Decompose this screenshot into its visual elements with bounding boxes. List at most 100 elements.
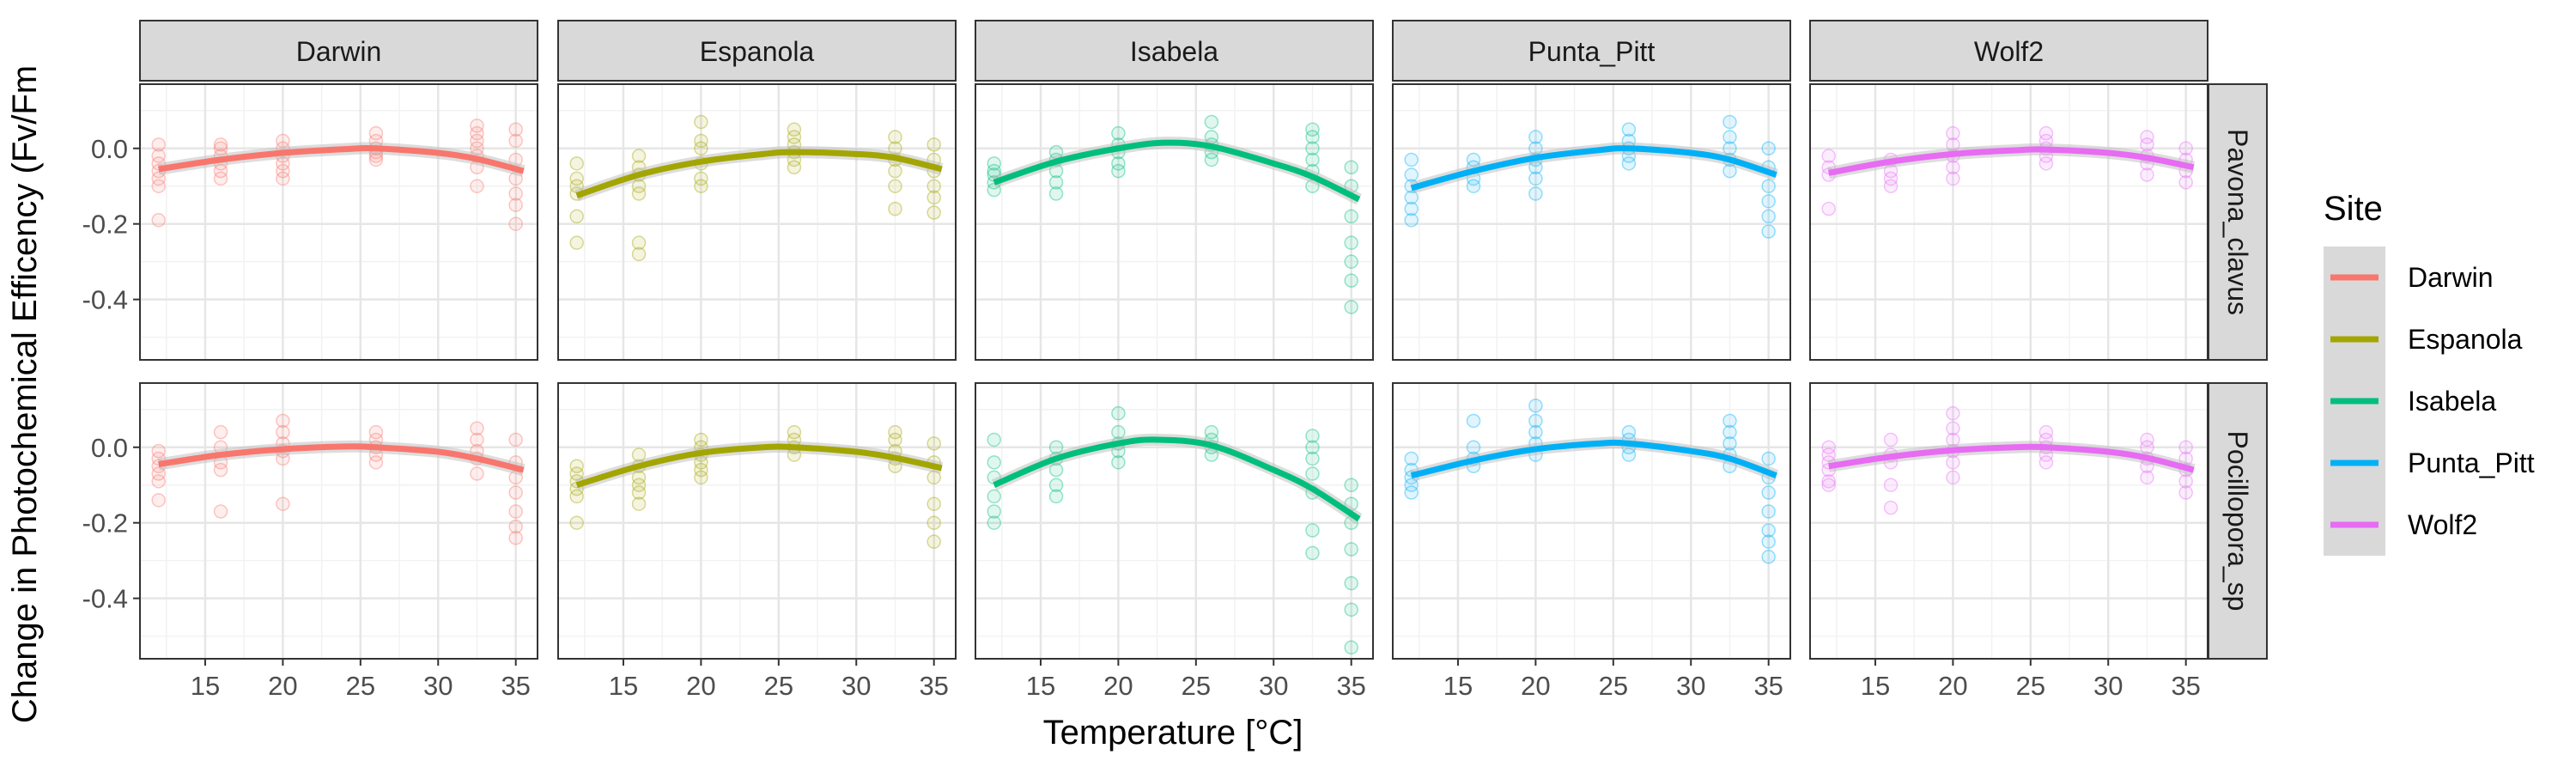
legend: Site Darwin Espanola Isabela Punta_Pitt Wolf2 [2324, 190, 2535, 556]
strip-isabela: Isabela [975, 20, 1374, 82]
data-point [1761, 209, 1776, 224]
data-point [1344, 602, 1358, 618]
data-point [1883, 179, 1899, 193]
data-point [888, 424, 902, 440]
data-point [368, 455, 384, 470]
data-point [1722, 413, 1737, 429]
data-point [987, 432, 1001, 447]
data-point [1761, 179, 1776, 193]
data-point [787, 424, 802, 440]
data-point [1404, 167, 1419, 182]
data-point [470, 133, 484, 149]
data-point [2038, 424, 2054, 440]
data-point [508, 133, 523, 149]
data-point [1821, 201, 1836, 216]
data-point [1344, 640, 1358, 655]
strip-pocillopora-sp: Pocillopora_sp [2208, 382, 2268, 660]
data-point [508, 198, 523, 212]
data-point [569, 156, 584, 171]
panel-pocillopora-sp-darwin: 15 20 25 30 35 0.0 -0.2 -0.4 [82, 382, 538, 701]
data-point [1466, 179, 1481, 193]
data-point [2178, 141, 2193, 156]
data-point [1621, 156, 1637, 171]
data-point [151, 474, 166, 489]
x-axis-title: Temperature [°C] [1043, 714, 1303, 752]
y-tick-label: 0.0 [91, 134, 128, 164]
data-point [276, 424, 290, 440]
x-tick-label: 20 [1103, 671, 1133, 701]
data-point [927, 179, 941, 193]
data-point [1528, 424, 1543, 440]
data-point [1404, 190, 1419, 205]
data-point [631, 149, 647, 163]
data-point [470, 466, 484, 481]
data-point [1111, 125, 1126, 141]
data-point [1761, 451, 1776, 466]
data-point [151, 443, 166, 459]
data-point [927, 137, 941, 152]
data-point [1344, 542, 1358, 557]
data-point [1111, 163, 1126, 179]
data-point [1761, 141, 1776, 156]
data-point [1883, 500, 1899, 515]
data-point [694, 114, 708, 130]
data-point [2178, 474, 2193, 489]
data-point [1528, 186, 1543, 201]
data-point [470, 179, 484, 193]
panel-pocillopora-sp-isabela: 15 20 25 30 35 [975, 382, 1374, 701]
data-point [1048, 478, 1064, 492]
data-point [1111, 156, 1126, 171]
legend-item-punta-pitt: Punta_Pitt [2324, 432, 2535, 494]
data-point [1946, 455, 1960, 470]
data-point [1621, 122, 1637, 137]
fit-line [993, 139, 1361, 203]
data-point [508, 519, 523, 534]
strip-label: Espanola [700, 36, 815, 67]
data-point [987, 504, 1001, 519]
data-point [213, 424, 228, 440]
data-point [631, 186, 647, 201]
x-tick-label: 20 [268, 671, 297, 701]
data-point [368, 424, 384, 440]
data-point [888, 130, 902, 144]
data-point [151, 137, 166, 152]
data-point [1111, 405, 1126, 421]
data-point [2038, 156, 2054, 171]
data-point [1722, 130, 1737, 144]
legend-label: Punta_Pitt [2408, 447, 2535, 478]
x-tick-label: 30 [1259, 671, 1288, 701]
legend-item-darwin: Darwin [2324, 247, 2494, 308]
data-point [569, 209, 584, 224]
fit-line [575, 443, 943, 489]
data-point [569, 235, 584, 250]
data-point [569, 489, 584, 504]
fit-line [993, 436, 1361, 522]
data-point [368, 152, 384, 167]
strip-label: Darwin [296, 36, 382, 67]
data-point [1528, 130, 1543, 144]
data-point [927, 190, 941, 205]
data-point [1305, 122, 1320, 137]
data-point [508, 216, 523, 231]
data-point [1404, 213, 1419, 228]
strip-label: Isabela [1130, 36, 1218, 67]
data-point [927, 496, 941, 511]
legend-label: Espanola [2408, 324, 2523, 355]
data-point [787, 122, 802, 137]
data-point [569, 171, 584, 186]
data-point [213, 137, 228, 152]
legend-label: Wolf2 [2408, 509, 2477, 540]
data-point [1946, 421, 1960, 436]
data-point [1946, 470, 1960, 485]
data-point [508, 432, 523, 447]
data-point [1946, 125, 1960, 141]
data-point [1305, 130, 1320, 144]
data-point [1761, 485, 1776, 500]
data-point [631, 496, 647, 511]
data-point [2178, 485, 2193, 500]
panel-pocillopora-sp-wolf2: 15 20 25 30 35 [1809, 382, 2208, 701]
data-point [1761, 194, 1776, 209]
data-point [927, 534, 941, 549]
data-point [151, 466, 166, 481]
data-point [1344, 575, 1358, 591]
